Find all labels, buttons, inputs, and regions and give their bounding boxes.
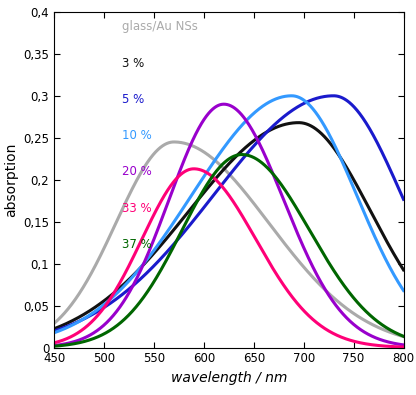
Text: 3 %: 3 % [122, 56, 144, 70]
Text: 20 %: 20 % [122, 165, 152, 178]
Text: glass/Au NSs: glass/Au NSs [122, 20, 198, 33]
Text: 10 %: 10 % [122, 129, 152, 142]
Text: 37 %: 37 % [122, 238, 152, 251]
X-axis label: wavelength / nm: wavelength / nm [171, 371, 287, 385]
Y-axis label: absorption: absorption [4, 143, 17, 217]
Text: 33 %: 33 % [122, 201, 152, 214]
Text: 5 %: 5 % [122, 93, 144, 106]
